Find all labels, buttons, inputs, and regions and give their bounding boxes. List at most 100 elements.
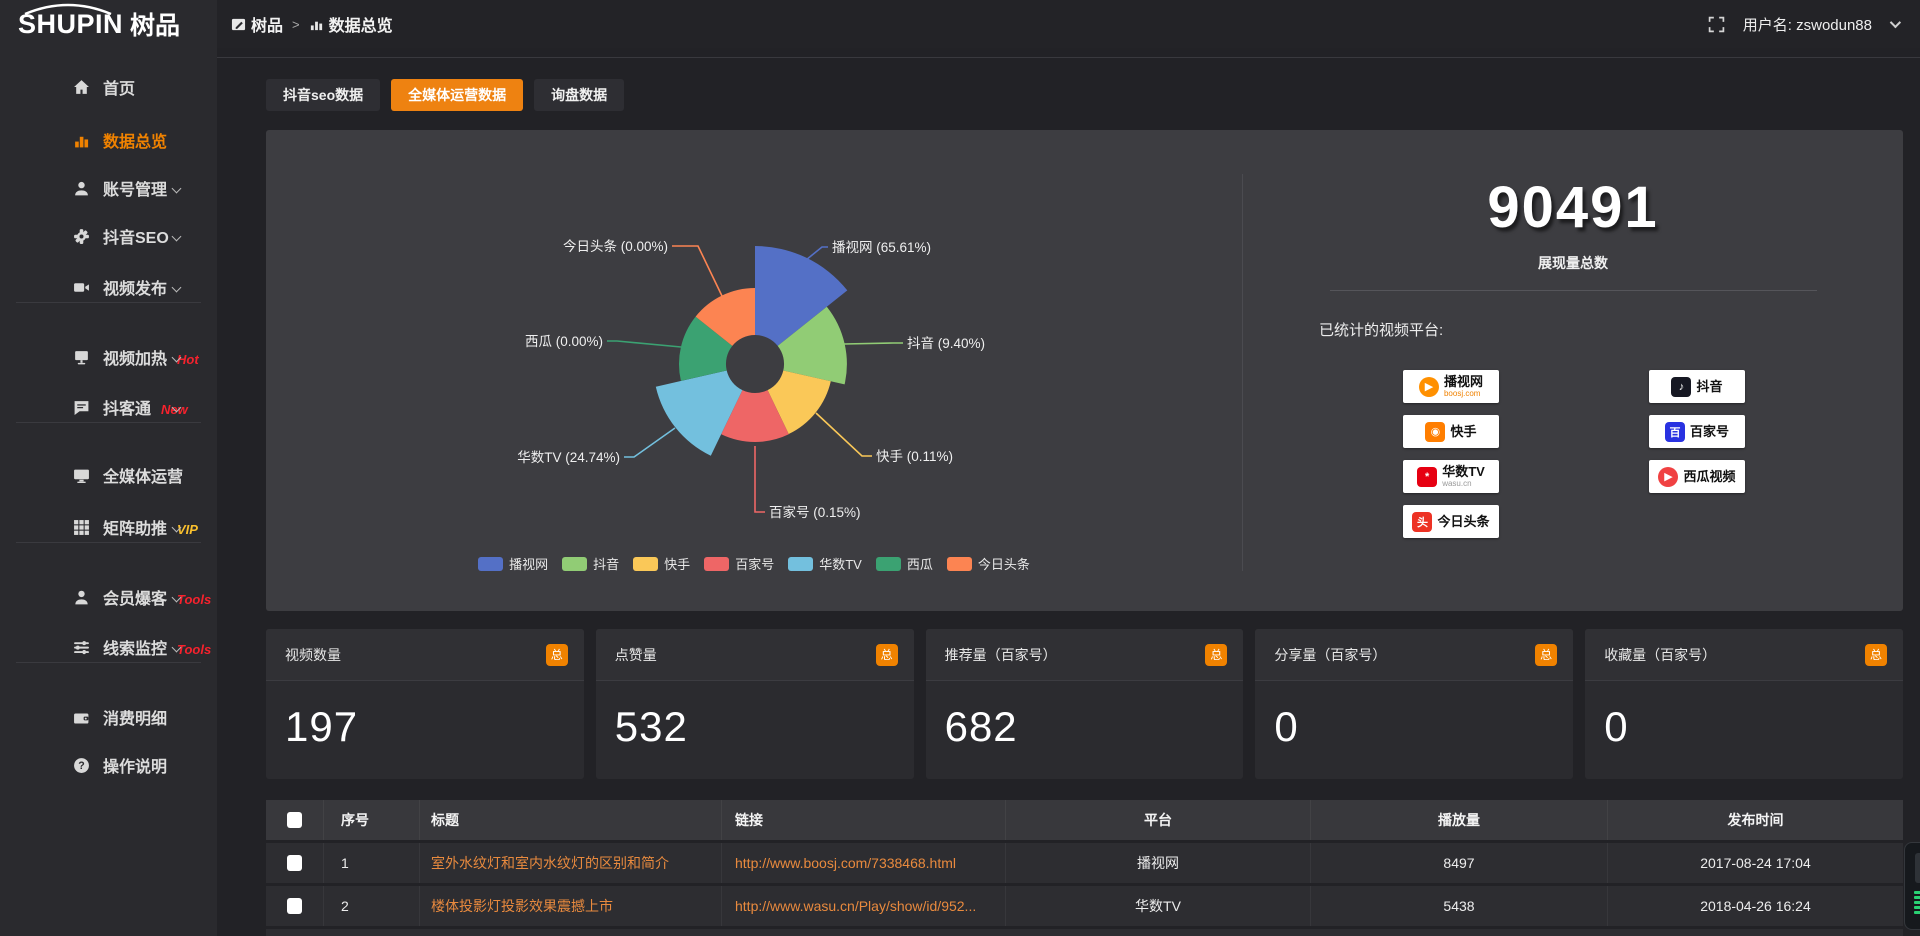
logo-text-cn: 树品: [130, 12, 181, 40]
row-checkbox[interactable]: [287, 898, 302, 914]
sidebar-item-3[interactable]: 账号管理: [0, 170, 217, 206]
legend-item-西瓜[interactable]: 西瓜: [875, 554, 933, 573]
breadcrumb-current[interactable]: 数据总览: [309, 12, 393, 36]
platform-badge-华数TV[interactable]: * 华数TV wasu.cn: [1403, 460, 1499, 493]
pie-slice-抖音[interactable]: [777, 306, 847, 385]
platform-share-pie-chart[interactable]: 播视网 (65.61%) 抖音 (9.40%) 快手 (0.11%) 百家号 (0.1…: [266, 130, 1242, 611]
sidebar-item-9[interactable]: 矩阵助推 VIP: [0, 509, 217, 545]
sidebar-item-label: 会员爆客 Tools: [103, 591, 212, 608]
row-checkbox[interactable]: [287, 855, 302, 871]
sidebar-divider: [16, 302, 201, 303]
platform-name: 快手: [1450, 424, 1477, 439]
stat-card-value: 0: [1274, 703, 1299, 750]
sidebar-item-10[interactable]: 会员爆客 Tools: [0, 579, 217, 615]
cell-time: 2018-04-26 16:24: [1700, 898, 1811, 914]
legend-label: 快手: [664, 557, 691, 572]
legend-item-快手[interactable]: 快手: [633, 554, 690, 573]
pie-slice-百家号[interactable]: [721, 390, 789, 443]
legend-swatch: [562, 556, 588, 571]
table-row-1: 1 室外水纹灯和室内水纹灯的区别和简介 http://www.boosj.com/7…: [266, 843, 1903, 883]
baijiahao-logo: 百: [1664, 421, 1685, 442]
platform-badge-播视网[interactable]: ▶ 播视网 boosj.com: [1403, 370, 1499, 403]
label-leader-line: [843, 342, 903, 345]
total-badge[interactable]: 总: [545, 643, 568, 666]
video-publish-icon: [73, 282, 89, 292]
label-leader-line: [607, 340, 682, 348]
legend-item-播视网[interactable]: 播视网: [478, 554, 548, 573]
breadcrumb-separator: >: [292, 16, 300, 32]
data-tabs: 抖音seo数据 全媒体运营数据 询盘数据: [266, 79, 1903, 111]
breadcrumb-home[interactable]: 树品: [231, 12, 283, 36]
legend-label: 百家号: [735, 557, 775, 572]
pie-label-播视网: 播视网 (65.61%): [832, 240, 931, 255]
floating-widget-slot: [1915, 853, 1920, 883]
pie-slice-今日头条[interactable]: [695, 288, 755, 346]
sidebar-item-5[interactable]: 视频发布: [0, 269, 217, 305]
cell-title-link[interactable]: 室外水纹灯和室内水纹灯的区别和简介: [431, 855, 669, 871]
pie-slice-播视网[interactable]: [755, 245, 848, 346]
stat-card-value: 0: [1604, 703, 1629, 750]
bar-chart-icon: [74, 136, 88, 147]
sidebar-item-13[interactable]: ? 操作说明: [0, 747, 217, 783]
cell-url-link[interactable]: http://www.boosj.com/7338468.html: [735, 855, 957, 871]
platform-badge-西瓜视频[interactable]: ▶ 西瓜视频: [1649, 460, 1745, 493]
floating-widget[interactable]: [1904, 842, 1920, 930]
home-icon: [73, 79, 89, 94]
sidebar-item-12[interactable]: 消费明细: [0, 699, 217, 735]
username-value: zswodun88: [1796, 16, 1872, 34]
sidebar-item-4[interactable]: 抖音SEO: [0, 218, 217, 254]
sidebar-item-label: 消费明细: [103, 711, 168, 728]
total-badge[interactable]: 总: [875, 643, 898, 666]
tab-2[interactable]: 全媒体运营数据: [391, 79, 524, 111]
platform-badge-百家号[interactable]: 百百家号: [1649, 415, 1745, 448]
sidebar-item-11[interactable]: 线索监控 Tools: [0, 629, 217, 665]
sidebar-item-8[interactable]: 全媒体运营: [0, 457, 217, 493]
chevron-down-icon[interactable]: [171, 183, 182, 193]
chevron-down-icon[interactable]: [171, 282, 182, 292]
username-label[interactable]: 用户名: zswodun88: [1742, 16, 1872, 34]
stat-card-4: 分享量（百家号） 总 0: [1255, 629, 1574, 779]
pie-slice-华数TV[interactable]: [655, 370, 743, 456]
chevron-down-icon[interactable]: [171, 231, 182, 241]
sidebar-item-1[interactable]: 首页: [0, 69, 217, 105]
chat-icon: [74, 400, 88, 415]
kuaishou-logo: ◉: [1425, 421, 1446, 442]
legend-item-百家号[interactable]: 百家号: [704, 554, 774, 573]
legend-item-今日头条[interactable]: 今日头条: [946, 554, 1030, 573]
stat-cards-row: 视频数量总 197 点赞量总 532 推荐量（百家号）总 682 分享量（百家号）总 0 收藏量…: [266, 629, 1903, 779]
sidebar: 首页数据总览账号管理抖音SEO 视频发布视频加热 Hot 抖客通 New 全媒体运营矩阵助…: [0, 48, 217, 936]
pie-slice-快手[interactable]: [767, 370, 831, 435]
legend-item-华数TV[interactable]: 华数TV: [788, 554, 862, 573]
platform-sub: wasu.cn: [1442, 479, 1472, 488]
total-badge[interactable]: 总: [1535, 643, 1558, 666]
cell-title-link[interactable]: 楼体投影灯投影效果震撼上市: [431, 898, 613, 914]
platform-badge-抖音[interactable]: ♪ 抖音: [1649, 370, 1745, 403]
floating-widget-stripes: [1914, 891, 1920, 914]
platform-badge-今日头条[interactable]: 头今日头条: [1403, 505, 1499, 538]
top-bar: SHUPIN 树品 树品 > 数据总览 用户名: zswodun88: [0, 0, 1920, 58]
fullscreen-icon[interactable]: [1708, 16, 1725, 33]
tab-1[interactable]: 抖音seo数据: [266, 79, 381, 111]
sidebar-item-label: 视频加热 Hot: [103, 351, 199, 368]
sidebar-item-7[interactable]: 抖客通 New: [0, 389, 217, 425]
board-icon: [231, 18, 246, 30]
pie-slice-西瓜[interactable]: [678, 316, 733, 381]
cell-url-link[interactable]: http://www.wasu.cn/Play/show/id/952...: [735, 898, 977, 914]
legend-swatch: [704, 556, 730, 571]
sidebar-item-badge: Hot: [177, 352, 199, 367]
toutiao-logo: 头: [1412, 511, 1433, 532]
app-logo[interactable]: SHUPIN 树品: [0, 0, 217, 48]
platform-badge-快手[interactable]: ◉ 快手: [1403, 415, 1499, 448]
total-badge[interactable]: 总: [1864, 643, 1887, 666]
legend-item-抖音[interactable]: 抖音: [562, 554, 619, 573]
sidebar-item-6[interactable]: 视频加热 Hot: [0, 339, 217, 375]
sidebar-item-badge: New: [161, 402, 188, 417]
platform-name: 百家号: [1689, 424, 1729, 439]
total-badge[interactable]: 总: [1205, 643, 1228, 666]
platform-name: 抖音: [1696, 379, 1723, 394]
select-all-checkbox[interactable]: [287, 812, 302, 828]
sidebar-item-2[interactable]: 数据总览: [0, 122, 217, 158]
user-menu-chevron-icon[interactable]: [1889, 16, 1902, 29]
tab-3[interactable]: 询盘数据: [534, 79, 625, 111]
sidebar-item-label: 首页: [103, 81, 136, 98]
